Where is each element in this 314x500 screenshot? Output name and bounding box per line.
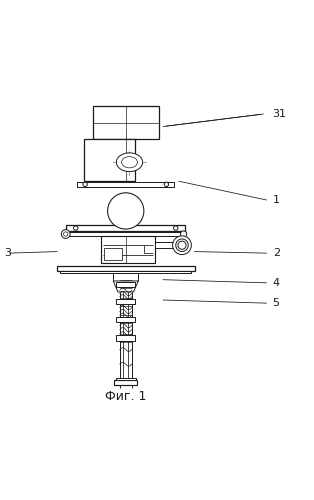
- Bar: [113, 273, 138, 281]
- Circle shape: [83, 182, 87, 186]
- Bar: [116, 208, 135, 218]
- Circle shape: [181, 231, 187, 237]
- Bar: [66, 232, 185, 236]
- Bar: [77, 182, 174, 186]
- Circle shape: [174, 226, 178, 230]
- Ellipse shape: [122, 156, 137, 168]
- Ellipse shape: [116, 153, 143, 172]
- Circle shape: [108, 193, 144, 229]
- Bar: [114, 380, 138, 385]
- Circle shape: [61, 230, 70, 238]
- Bar: [66, 226, 185, 231]
- Circle shape: [164, 182, 169, 186]
- Circle shape: [178, 241, 186, 250]
- Bar: [116, 282, 135, 287]
- Bar: [57, 266, 194, 270]
- Text: 2: 2: [273, 248, 280, 258]
- Text: Фиг. 1: Фиг. 1: [105, 390, 146, 404]
- Bar: [93, 106, 159, 139]
- Bar: [116, 316, 135, 322]
- Circle shape: [63, 232, 68, 236]
- Bar: [104, 248, 122, 260]
- Polygon shape: [113, 281, 138, 292]
- Text: 3: 3: [4, 248, 11, 258]
- Text: 1: 1: [273, 195, 280, 205]
- Circle shape: [176, 239, 188, 252]
- Bar: [155, 242, 174, 248]
- Text: 31: 31: [273, 109, 287, 119]
- Text: 5: 5: [273, 298, 280, 308]
- Circle shape: [73, 226, 78, 230]
- Bar: [122, 217, 129, 226]
- Bar: [116, 378, 136, 380]
- Bar: [101, 236, 155, 262]
- Bar: [116, 336, 135, 341]
- Text: 4: 4: [273, 278, 280, 288]
- Bar: [68, 231, 184, 234]
- Circle shape: [173, 236, 192, 255]
- Bar: [60, 270, 192, 273]
- Bar: [84, 139, 135, 181]
- Bar: [122, 198, 130, 204]
- Bar: [116, 299, 135, 304]
